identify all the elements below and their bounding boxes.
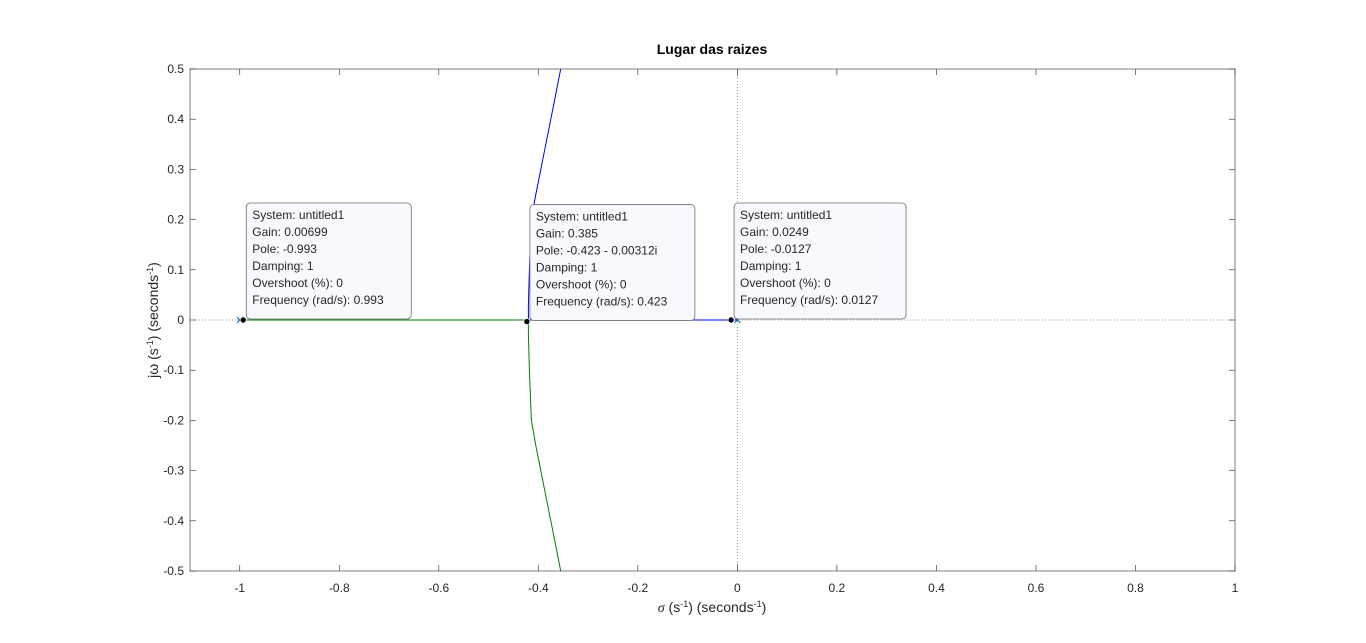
y-axis-unit-close: ) xyxy=(145,262,161,267)
x-axis-unit-tail: ) (seconds xyxy=(688,599,753,615)
data-tip-marker[interactable] xyxy=(727,316,735,324)
x-tick-label: 0.8 xyxy=(1127,581,1144,595)
x-tick-label: 1 xyxy=(1232,581,1239,595)
x-axis-unit-exp2: -1 xyxy=(754,599,762,609)
data-tip-line: Pole: -0.993 xyxy=(252,242,317,256)
data-tips[interactable]: System: untitled1 Gain: 0.00699 Pole: -0.9… xyxy=(239,202,907,325)
data-tip-line: Gain: 0.00699 xyxy=(252,225,328,239)
data-tip-line: Pole: -0.0127 xyxy=(740,242,812,256)
data-tip-line: Damping: 1 xyxy=(536,261,598,275)
data-tip-line: Overshoot (%): 0 xyxy=(740,276,831,290)
y-axis-label: jω (s-1) (seconds-1) xyxy=(145,262,161,379)
data-tip-line: Overshoot (%): 0 xyxy=(252,276,343,290)
y-tick-label: 0.3 xyxy=(167,162,184,176)
y-tick-label: 0 xyxy=(177,313,184,327)
y-tick-label: 0.5 xyxy=(167,62,184,76)
data-tip-line: Frequency (rad/s): 0.993 xyxy=(252,293,384,307)
y-tick-label: -0.5 xyxy=(163,564,184,578)
x-axis-label: σ (s-1) (seconds-1) xyxy=(658,599,767,616)
y-tick-label: 0.4 xyxy=(167,112,184,126)
y-tick-label: -0.3 xyxy=(163,464,184,478)
data-tip-line: Frequency (rad/s): 0.423 xyxy=(536,295,668,309)
x-tick-label: 0 xyxy=(734,581,741,595)
data-tip-line: Overshoot (%): 0 xyxy=(536,278,627,292)
data-tip-line: Gain: 0.0249 xyxy=(740,225,809,239)
y-tick-label: 0.2 xyxy=(167,213,184,227)
x-tick-label: -0.2 xyxy=(628,581,649,595)
x-axis-unit-exp: -1 xyxy=(680,599,688,609)
data-tip-line: Damping: 1 xyxy=(740,259,802,273)
y-axis-unit-exp2: -1 xyxy=(145,267,155,275)
data-tip-line: Damping: 1 xyxy=(252,259,314,273)
x-tick-label: -0.4 xyxy=(528,581,549,595)
axis-ticks: -1 -0.8 -0.6 -0.4 -0.2 0 0.2 0.4 0.6 0.8 1 0.5 0.4 0.… xyxy=(163,62,1238,595)
data-tip-line: Pole: -0.423 - 0.00312i xyxy=(536,244,657,258)
chart-title: Lugar das raizes xyxy=(657,41,768,57)
y-tick-label: -0.2 xyxy=(163,413,184,427)
y-axis-unit-exp: -1 xyxy=(145,340,155,348)
y-tick-label: 0.1 xyxy=(167,263,184,277)
data-tip-line: System: untitled1 xyxy=(740,208,832,222)
y-axis-unit-main: (s xyxy=(145,348,161,360)
y-tick-label: -0.1 xyxy=(163,363,184,377)
data-tip-line: Frequency (rad/s): 0.0127 xyxy=(740,293,878,307)
y-axis-unit-tail: ) (seconds xyxy=(145,275,161,340)
x-axis-unit-close: ) xyxy=(762,599,767,615)
data-tip-line: Gain: 0.385 xyxy=(536,227,598,241)
x-tick-label: -0.8 xyxy=(329,581,350,595)
data-tip-box xyxy=(245,202,412,320)
data-tip-marker[interactable] xyxy=(523,318,531,325)
data-tip-2[interactable]: System: untitled1 Gain: 0.385 Pole: -0.423… xyxy=(523,204,696,325)
x-axis-unit-main: (s xyxy=(669,599,681,615)
data-tip-box xyxy=(733,202,907,320)
y-axis-symbol: jω xyxy=(145,364,161,379)
x-tick-label: -0.6 xyxy=(428,581,449,595)
data-tip-marker[interactable] xyxy=(239,316,247,324)
x-tick-label: 0.6 xyxy=(1028,581,1045,595)
x-tick-label: -1 xyxy=(234,581,245,595)
x-tick-label: 0.2 xyxy=(829,581,846,595)
x-axis-symbol: σ xyxy=(658,601,666,616)
data-tip-1[interactable]: System: untitled1 Gain: 0.00699 Pole: -0.9… xyxy=(239,202,412,324)
data-tip-3[interactable]: System: untitled1 Gain: 0.0249 Pole: -0.01… xyxy=(727,202,907,324)
x-tick-label: 0.4 xyxy=(928,581,945,595)
data-tip-box xyxy=(529,204,696,321)
y-tick-label: -0.4 xyxy=(163,514,184,528)
locus-branch-2 xyxy=(239,319,562,572)
data-tip-line: System: untitled1 xyxy=(252,208,344,222)
data-tip-line: System: untitled1 xyxy=(536,210,628,224)
